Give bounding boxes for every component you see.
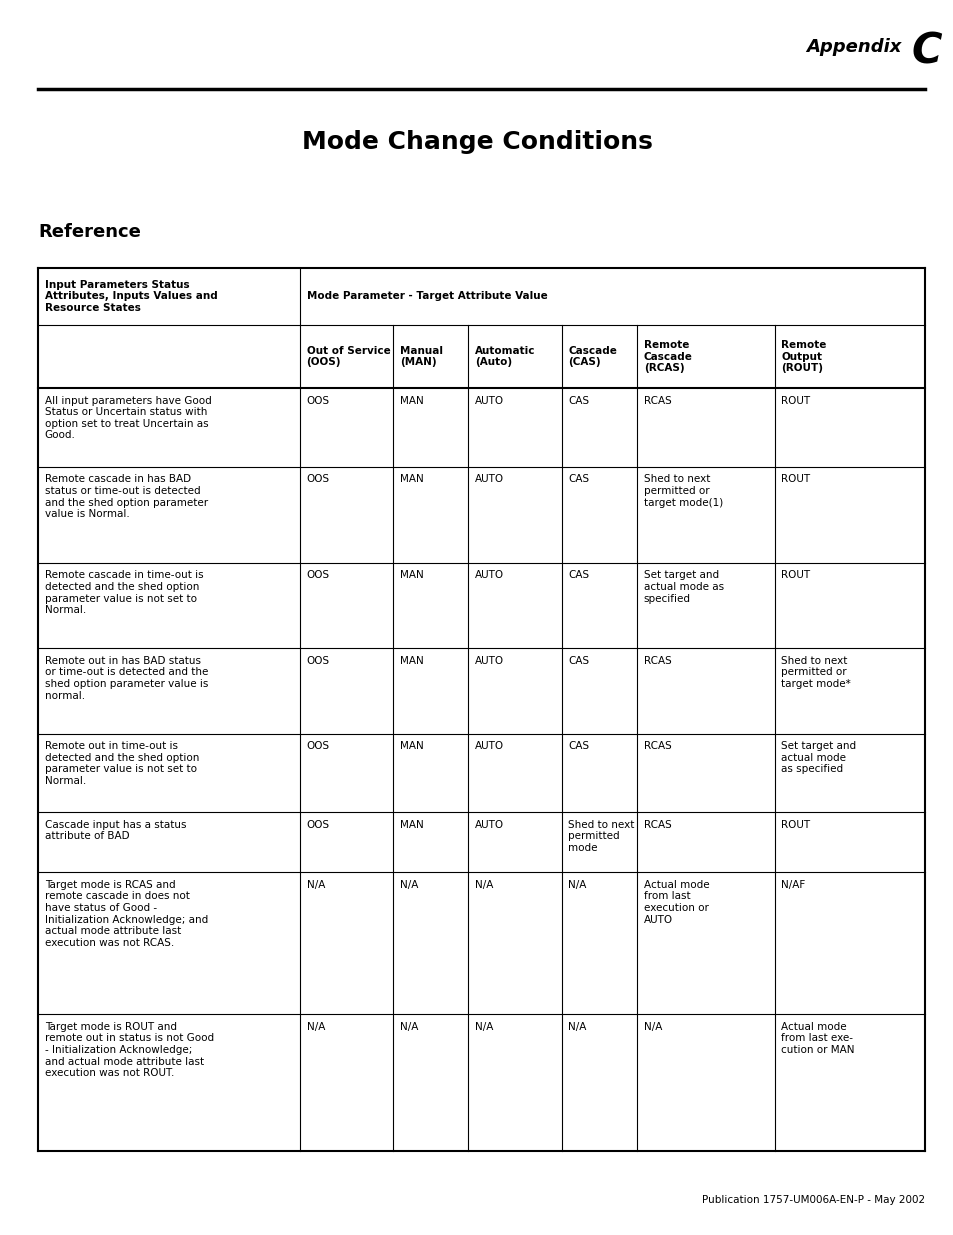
Text: Mode Change Conditions: Mode Change Conditions	[301, 130, 652, 154]
Text: OOS: OOS	[306, 656, 330, 666]
Text: MAN: MAN	[399, 571, 423, 580]
Text: CAS: CAS	[568, 741, 589, 751]
Text: RCAS: RCAS	[643, 395, 671, 405]
Text: All input parameters have Good
Status or Uncertain status with
option set to tre: All input parameters have Good Status or…	[45, 395, 212, 441]
Text: MAN: MAN	[399, 474, 423, 484]
Text: N/A: N/A	[568, 879, 586, 889]
Text: N/A: N/A	[306, 879, 325, 889]
Text: RCAS: RCAS	[643, 820, 671, 830]
Text: Automatic
(Auto): Automatic (Auto)	[475, 346, 535, 367]
Text: Remote out in time-out is
detected and the shed option
parameter value is not se: Remote out in time-out is detected and t…	[45, 741, 199, 785]
Text: ROUT: ROUT	[781, 395, 809, 405]
Text: ROUT: ROUT	[781, 474, 809, 484]
Text: OOS: OOS	[306, 395, 330, 405]
Text: MAN: MAN	[399, 820, 423, 830]
Text: RCAS: RCAS	[643, 656, 671, 666]
Text: OOS: OOS	[306, 820, 330, 830]
Text: Set target and
actual mode as
specified: Set target and actual mode as specified	[643, 571, 723, 604]
Text: N/A: N/A	[399, 1021, 417, 1031]
Text: N/A: N/A	[568, 1021, 586, 1031]
Text: N/A: N/A	[475, 879, 493, 889]
Text: Target mode is RCAS and
remote cascade in does not
have status of Good -
Initial: Target mode is RCAS and remote cascade i…	[45, 879, 208, 947]
Text: Remote
Output
(ROUT): Remote Output (ROUT)	[781, 340, 825, 373]
Text: Reference: Reference	[38, 224, 141, 241]
Text: OOS: OOS	[306, 571, 330, 580]
Text: MAN: MAN	[399, 656, 423, 666]
Text: Shed to next
permitted
mode: Shed to next permitted mode	[568, 820, 634, 853]
Text: AUTO: AUTO	[475, 741, 504, 751]
Text: Publication 1757-UM006A-EN-P - May 2002: Publication 1757-UM006A-EN-P - May 2002	[701, 1195, 924, 1205]
Text: MAN: MAN	[399, 395, 423, 405]
Text: Shed to next
permitted or
target mode*: Shed to next permitted or target mode*	[781, 656, 850, 689]
Text: OOS: OOS	[306, 741, 330, 751]
Text: ROUT: ROUT	[781, 820, 809, 830]
Text: Mode Parameter - Target Attribute Value: Mode Parameter - Target Attribute Value	[306, 291, 547, 301]
Text: Out of Service
(OOS): Out of Service (OOS)	[306, 346, 390, 367]
Text: CAS: CAS	[568, 474, 589, 484]
Text: AUTO: AUTO	[475, 571, 504, 580]
Text: Appendix: Appendix	[805, 38, 901, 56]
Text: AUTO: AUTO	[475, 474, 504, 484]
Text: AUTO: AUTO	[475, 395, 504, 405]
Text: AUTO: AUTO	[475, 656, 504, 666]
Text: Cascade input has a status
attribute of BAD: Cascade input has a status attribute of …	[45, 820, 186, 841]
Text: RCAS: RCAS	[643, 741, 671, 751]
Text: Input Parameters Status
Attributes, Inputs Values and
Resource States: Input Parameters Status Attributes, Inpu…	[45, 280, 217, 312]
Text: MAN: MAN	[399, 741, 423, 751]
Text: Target mode is ROUT and
remote out in status is not Good
- Initialization Acknow: Target mode is ROUT and remote out in st…	[45, 1021, 213, 1078]
Text: Remote
Cascade
(RCAS): Remote Cascade (RCAS)	[643, 340, 692, 373]
Text: Set target and
actual mode
as specified: Set target and actual mode as specified	[781, 741, 856, 774]
Text: N/A: N/A	[306, 1021, 325, 1031]
Text: N/A: N/A	[643, 1021, 661, 1031]
Text: N/A: N/A	[399, 879, 417, 889]
Text: Remote cascade in time-out is
detected and the shed option
parameter value is no: Remote cascade in time-out is detected a…	[45, 571, 203, 615]
Text: CAS: CAS	[568, 571, 589, 580]
Text: AUTO: AUTO	[475, 820, 504, 830]
Text: Cascade
(CAS): Cascade (CAS)	[568, 346, 617, 367]
Text: N/AF: N/AF	[781, 879, 804, 889]
Text: Actual mode
from last exe-
cution or MAN: Actual mode from last exe- cution or MAN	[781, 1021, 854, 1055]
Text: N/A: N/A	[475, 1021, 493, 1031]
Text: CAS: CAS	[568, 656, 589, 666]
Text: OOS: OOS	[306, 474, 330, 484]
Text: Remote out in has BAD status
or time-out is detected and the
shed option paramet: Remote out in has BAD status or time-out…	[45, 656, 208, 700]
Text: C: C	[910, 31, 941, 73]
Text: Actual mode
from last
execution or
AUTO: Actual mode from last execution or AUTO	[643, 879, 709, 925]
Text: ROUT: ROUT	[781, 571, 809, 580]
Text: Remote cascade in has BAD
status or time-out is detected
and the shed option par: Remote cascade in has BAD status or time…	[45, 474, 208, 519]
Text: Shed to next
permitted or
target mode(1): Shed to next permitted or target mode(1)	[643, 474, 722, 508]
Text: Manual
(MAN): Manual (MAN)	[399, 346, 442, 367]
Text: CAS: CAS	[568, 395, 589, 405]
